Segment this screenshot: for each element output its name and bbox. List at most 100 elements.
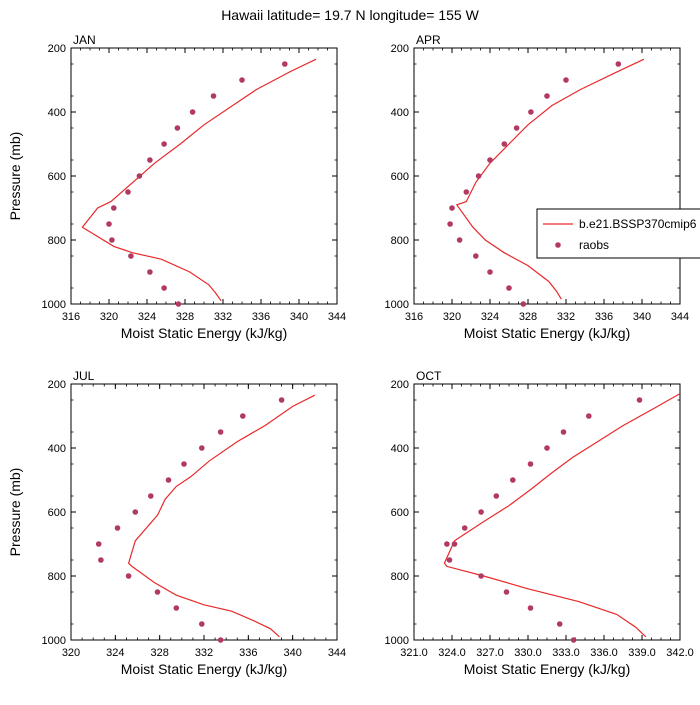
- x-tick-label: 344: [671, 311, 689, 323]
- raobs-point: [556, 621, 563, 627]
- raobs-point: [128, 253, 134, 259]
- legend-box: [536, 208, 700, 259]
- raobs-point: [125, 189, 131, 195]
- y-tick-label: 600: [391, 171, 409, 183]
- x-tick-label: 344: [328, 311, 346, 323]
- raobs-point: [147, 157, 153, 163]
- legend-marker-swatch: [555, 242, 561, 248]
- x-tick-label: 336.0: [590, 647, 618, 659]
- raobs-point: [501, 141, 508, 147]
- panel-jul: JUL 320 324 328 332 336 340 344 200 400 600 800 1000…: [7, 369, 346, 677]
- x-tick-label: 324: [138, 311, 156, 323]
- raobs-point: [503, 589, 510, 595]
- raobs-point: [161, 285, 167, 291]
- panel-label: APR: [416, 33, 441, 47]
- raobs-point: [95, 541, 102, 547]
- plot-frame: [413, 383, 681, 641]
- x-tick-label: 327.0: [476, 647, 504, 659]
- x-tick-label: 332: [214, 311, 232, 323]
- series-line-model: [443, 393, 680, 638]
- raobs-point: [560, 429, 567, 435]
- raobs-point: [173, 605, 180, 611]
- raobs-point: [282, 61, 288, 67]
- raobs-point: [487, 157, 493, 163]
- raobs-point: [111, 205, 117, 211]
- raobs-point: [240, 413, 246, 419]
- raobs-point: [520, 301, 527, 307]
- series-line-model: [455, 58, 645, 300]
- y-tick-label: 600: [48, 171, 66, 183]
- x-tick-label: 328: [150, 647, 168, 659]
- y-tick-label: 800: [391, 571, 409, 583]
- raobs-point: [199, 621, 205, 627]
- y-tick-label: 1000: [42, 299, 66, 311]
- raobs-point: [461, 525, 468, 531]
- raobs-point: [446, 557, 453, 563]
- raobs-point: [161, 141, 167, 147]
- raobs-point: [210, 93, 217, 99]
- y-tick-label: 1000: [42, 635, 66, 647]
- panel-label: JUL: [73, 369, 95, 383]
- y-tick-label: 200: [48, 379, 66, 391]
- raobs-point: [527, 605, 534, 611]
- x-tick-label: 340: [290, 311, 308, 323]
- y-tick-label: 1000: [385, 299, 409, 311]
- raobs-point: [444, 541, 450, 547]
- x-tick-label: 332: [557, 311, 575, 323]
- raobs-point: [165, 477, 172, 483]
- x-tick-label: 316: [62, 311, 80, 323]
- legend-label-obs: raobs: [579, 238, 609, 252]
- raobs-point: [513, 125, 520, 131]
- y-tick-label: 400: [48, 443, 66, 455]
- x-tick-label: 320: [100, 311, 118, 323]
- series-line-model: [81, 58, 317, 302]
- y-tick-label: 600: [48, 507, 66, 519]
- raobs-point: [527, 461, 534, 467]
- raobs-point: [615, 61, 622, 67]
- raobs-point: [106, 221, 112, 227]
- raobs-point: [510, 477, 516, 483]
- raobs-point: [174, 125, 181, 131]
- x-tick-label: 316: [405, 311, 423, 323]
- raobs-point: [528, 109, 534, 115]
- y-axis-label: Pressure (mb): [7, 132, 23, 221]
- y-tick-label: 800: [48, 571, 66, 583]
- x-tick-label: 332: [195, 647, 213, 659]
- x-tick-label: 340: [283, 647, 301, 659]
- raobs-point: [181, 461, 187, 467]
- x-tick-label: 320: [62, 647, 80, 659]
- y-tick-label: 600: [391, 507, 409, 519]
- raobs-point: [473, 253, 479, 259]
- y-tick-label: 200: [391, 379, 409, 391]
- y-tick-label: 1000: [385, 635, 409, 647]
- panel-label: OCT: [416, 369, 442, 383]
- raobs-point: [447, 221, 453, 227]
- raobs-point: [147, 269, 153, 275]
- raobs-point: [544, 445, 550, 451]
- raobs-point: [132, 509, 139, 515]
- y-tick-label: 800: [48, 235, 66, 247]
- x-tick-label: 342.0: [666, 647, 694, 659]
- plot-frame: [70, 47, 338, 305]
- x-tick-label: 340: [633, 311, 651, 323]
- raobs-point: [563, 77, 569, 83]
- y-tick-label: 200: [391, 43, 409, 55]
- raobs-point: [175, 301, 182, 307]
- raobs-point: [475, 173, 482, 179]
- raobs-point: [506, 285, 512, 291]
- raobs-point: [98, 557, 104, 563]
- raobs-point: [278, 397, 285, 403]
- raobs-point: [154, 589, 161, 595]
- panel-apr: APR 316 320 324 328 332 336 340 344 200 400 600 800 1…: [385, 33, 690, 341]
- raobs-point: [199, 445, 205, 451]
- raobs-point: [544, 93, 550, 99]
- x-tick-label: 328: [519, 311, 537, 323]
- raobs-point: [493, 493, 500, 499]
- x-tick-label: 336: [252, 311, 270, 323]
- figure-title: Hawaii latitude= 19.7 N longitude= 155 W: [221, 7, 479, 23]
- raobs-point: [570, 637, 577, 643]
- raobs-point: [148, 493, 154, 499]
- x-tick-label: 324: [106, 647, 124, 659]
- x-tick-label: 344: [328, 647, 346, 659]
